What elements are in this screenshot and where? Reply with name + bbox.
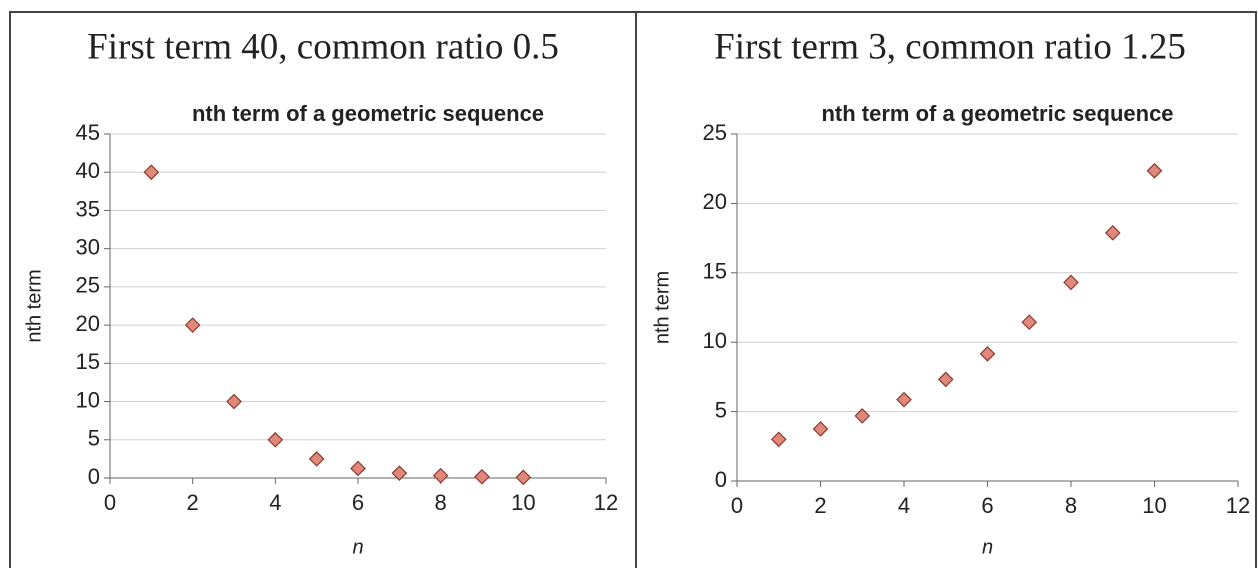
x-tick-label: 4 [269,490,281,515]
y-tick-label: 5 [88,426,100,451]
y-tick-label: 35 [76,196,100,221]
chart-title: nth term of a geometric sequence [821,101,1173,126]
y-tick-label: 10 [76,387,100,412]
point [896,391,912,408]
y-tick-label: 0 [88,464,100,489]
y-tick-label: 25 [703,120,727,145]
y-tick-label: 20 [76,311,100,336]
x-tick-label: 0 [104,490,116,515]
y-axis-label: nth term [651,271,673,344]
x-tick-label: 2 [814,493,826,518]
x-tick-label: 2 [187,490,199,515]
point [1146,162,1163,179]
y-tick-label: 15 [703,259,727,284]
x-tick-label: 12 [594,490,618,515]
point [1104,224,1121,241]
point [143,164,160,181]
x-tick-label: 8 [1065,493,1077,518]
y-tick-label: 15 [76,349,100,374]
point [350,460,366,477]
point [1021,314,1038,331]
point [184,317,201,333]
point [432,467,449,484]
point [979,346,996,362]
point [770,431,787,448]
x-tick-label: 0 [731,493,743,518]
y-tick-label: 40 [76,158,100,183]
point [515,469,532,486]
x-axis-label: n [982,536,993,558]
x-tick-label: 10 [511,490,535,515]
point [308,451,325,467]
x-tick-label: 6 [981,493,993,518]
frame [9,11,1257,568]
y-axis-label: nth term [23,269,45,342]
point [474,468,490,485]
panel-header: First term 40, common ratio 0.5 [87,26,559,67]
x-tick-label: 6 [352,490,364,515]
point [267,431,284,448]
x-axis-label: n [352,536,363,558]
x-tick-label: 10 [1142,493,1166,518]
x-tick-label: 4 [898,493,910,518]
y-tick-label: 25 [76,273,100,298]
point [854,408,871,424]
point [391,465,408,482]
point [937,371,954,388]
y-tick-label: 5 [715,397,727,422]
y-tick-label: 0 [715,467,727,492]
point [812,421,829,437]
x-tick-label: 8 [435,490,447,515]
x-tick-label: 12 [1226,493,1250,518]
point [226,393,242,410]
panel-header: First term 3, common ratio 1.25 [714,26,1186,67]
y-tick-label: 30 [76,234,100,259]
point [1063,274,1079,291]
y-tick-label: 20 [703,189,727,214]
y-tick-label: 45 [76,120,100,145]
y-tick-label: 10 [703,328,727,353]
chart-title: nth term of a geometric sequence [192,101,544,126]
